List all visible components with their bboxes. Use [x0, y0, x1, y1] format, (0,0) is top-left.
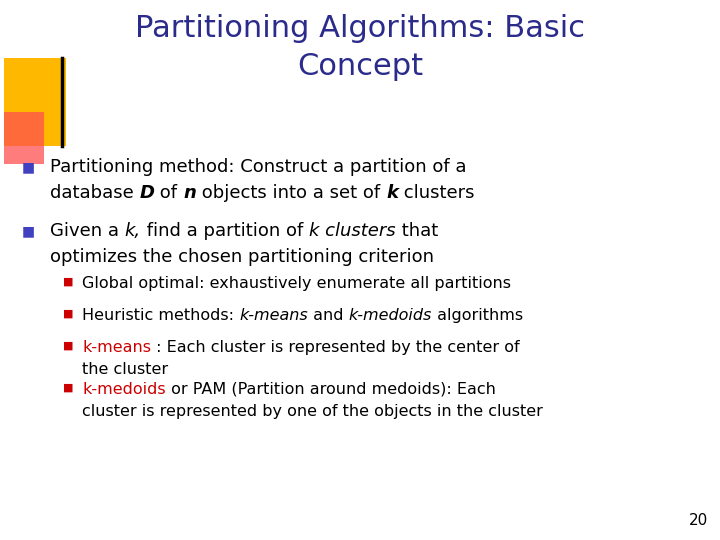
Text: ■: ■ — [63, 277, 73, 287]
Text: D: D — [140, 184, 155, 202]
Text: k-means: k-means — [82, 340, 151, 355]
Text: of: of — [155, 184, 184, 202]
Text: the cluster: the cluster — [82, 362, 168, 377]
Text: ■: ■ — [63, 341, 73, 351]
Text: : Each cluster is represented by the center of: : Each cluster is represented by the cen… — [151, 340, 520, 355]
Text: Partitioning method: Construct a partition of a: Partitioning method: Construct a partiti… — [50, 158, 467, 176]
Text: k: k — [386, 184, 398, 202]
Text: Heuristic methods:: Heuristic methods: — [82, 308, 239, 323]
Text: Partitioning Algorithms: Basic: Partitioning Algorithms: Basic — [135, 14, 585, 43]
Text: k-means: k-means — [239, 308, 308, 323]
Text: ■: ■ — [22, 160, 35, 174]
Text: or PAM (Partition around medoids): Each: or PAM (Partition around medoids): Each — [166, 382, 495, 397]
Text: that: that — [395, 222, 438, 240]
Text: algorithms: algorithms — [432, 308, 523, 323]
Text: and: and — [308, 308, 348, 323]
Text: cluster is represented by one of the objects in the cluster: cluster is represented by one of the obj… — [82, 404, 543, 419]
Text: Global optimal: exhaustively enumerate all partitions: Global optimal: exhaustively enumerate a… — [82, 276, 511, 291]
Text: k clusters: k clusters — [309, 222, 395, 240]
Text: n: n — [184, 184, 196, 202]
Text: find a partition of: find a partition of — [141, 222, 309, 240]
Text: clusters: clusters — [398, 184, 474, 202]
FancyBboxPatch shape — [4, 112, 44, 164]
Text: Concept: Concept — [297, 52, 423, 81]
Text: k-medoids: k-medoids — [82, 382, 166, 397]
Text: Given a: Given a — [50, 222, 125, 240]
Text: optimizes the chosen partitioning criterion: optimizes the chosen partitioning criter… — [50, 248, 434, 266]
Text: ■: ■ — [22, 224, 35, 238]
Text: objects into a set of: objects into a set of — [196, 184, 386, 202]
Text: ■: ■ — [63, 309, 73, 319]
Text: k-medoids: k-medoids — [348, 308, 432, 323]
Text: 20: 20 — [689, 513, 708, 528]
Text: ■: ■ — [63, 383, 73, 393]
Text: k,: k, — [125, 222, 141, 240]
Text: database: database — [50, 184, 140, 202]
FancyBboxPatch shape — [4, 58, 66, 146]
